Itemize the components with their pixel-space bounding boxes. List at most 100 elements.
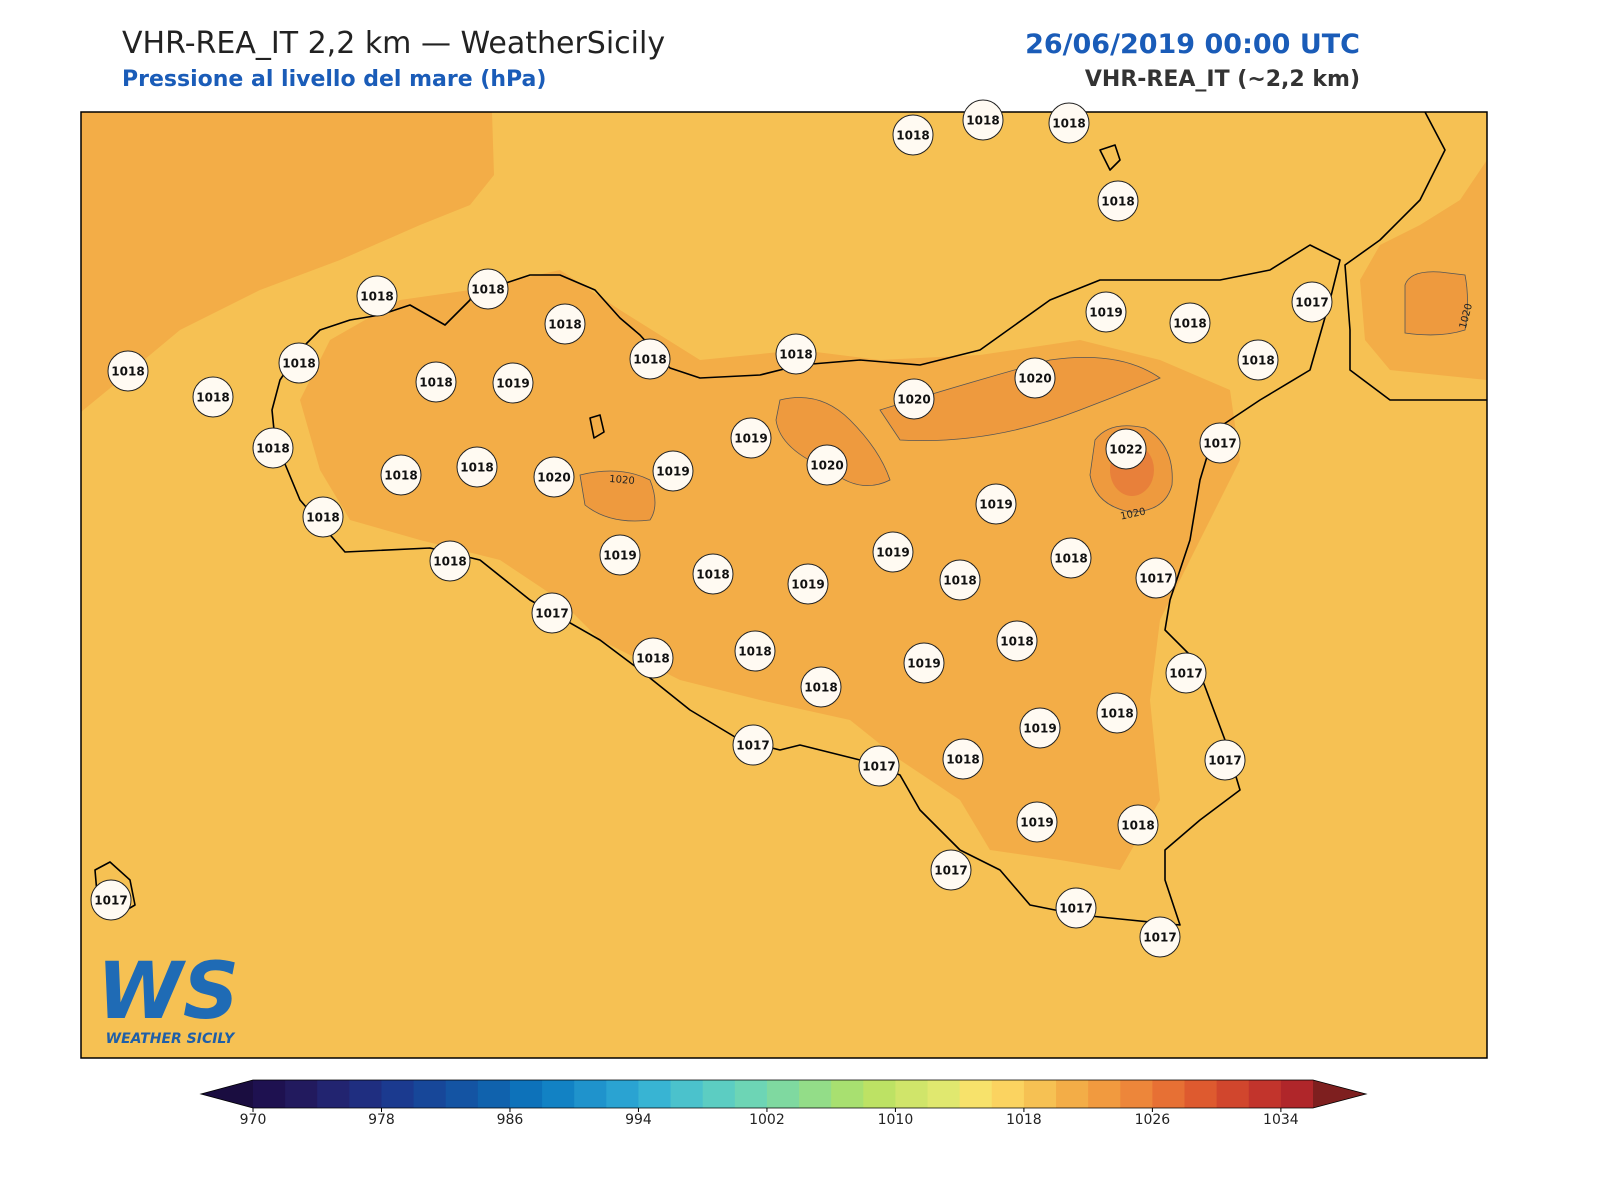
colorbar-segment [445,1080,479,1108]
station-value: 1019 [979,498,1012,512]
station-marker [278,342,320,384]
station-value: 1018 [696,568,729,582]
colorbar-tick-label: 970 [240,1112,267,1128]
station-marker [903,642,945,684]
colorbar-extend [1313,1080,1366,1108]
stations: 1018 1018 1018 1018 1018 1018 1018 1018 1018 1019… [90,99,1333,958]
station-marker [858,745,900,787]
station-value: 1017 [1208,754,1241,768]
station-marker [872,531,914,573]
station-value: 1018 [946,753,979,767]
station-marker [800,666,842,708]
station-value: 1019 [496,377,529,391]
station-marker [356,275,398,317]
map-frame [80,111,1488,1059]
colorbar-segment [927,1080,961,1108]
colorbar-segment [285,1080,318,1108]
station-marker [1105,428,1147,470]
station-value: 1018 [1054,552,1087,566]
station-marker [632,637,674,679]
model: VHR-REA_IT (~2,2 km) [1085,67,1360,92]
station-value: 1018 [1000,635,1033,649]
field-band [879,356,1161,442]
station-value: 1017 [535,607,568,621]
station-marker [787,563,829,605]
station-value: 1017 [1203,437,1236,451]
station-value: 1018 [1173,317,1206,331]
colorbar-segment [991,1080,1025,1108]
colorbar-tick-label: 1002 [749,1112,785,1128]
station-value: 1018 [633,353,666,367]
colorbar-segment [413,1080,447,1108]
station-marker [456,446,498,488]
station-marker [730,417,772,459]
station-marker [467,268,509,310]
colorbar-segment [1023,1080,1057,1108]
station-marker [1117,804,1159,846]
colorbar-segment [1152,1080,1186,1108]
island [1099,144,1121,171]
station-value: 1018 [282,357,315,371]
station-value: 1018 [779,348,812,362]
station-value: 1018 [738,645,771,659]
station-value: 1018 [384,469,417,483]
station-value: 1019 [791,578,824,592]
station-marker [90,879,132,921]
station-marker [192,376,234,418]
station-marker [1135,557,1177,599]
station-marker [892,114,934,156]
station-value: 1017 [1169,667,1202,681]
station-marker [1019,707,1061,749]
station-marker [930,849,972,891]
colorbar-segment [1280,1080,1314,1108]
station-marker [302,496,344,538]
station-value: 1018 [256,442,289,456]
station-value: 1018 [1052,117,1085,131]
station-value: 1018 [196,391,229,405]
station-marker [531,592,573,634]
station-value: 1017 [934,864,967,878]
colorbar-tick-label: 1026 [1135,1112,1171,1128]
field-band [81,112,494,412]
station-value: 1018 [111,365,144,379]
station-value: 1020 [1018,372,1051,386]
colorbar-segment [1248,1080,1282,1108]
station-marker [1165,652,1207,694]
station-marker [429,540,471,582]
station-marker [252,427,294,469]
station-value: 1018 [433,555,466,569]
colorbar-segment [831,1080,864,1108]
colorbar-segment [477,1080,511,1108]
station-marker [942,738,984,780]
station-marker [107,350,149,392]
colorbar-segment [1184,1080,1218,1108]
colorbar-segment [959,1080,993,1108]
colorbar-segment [895,1080,929,1108]
station-value: 1018 [636,652,669,666]
station-value: 1018 [966,114,999,128]
field-band [775,397,891,486]
station-marker [1204,739,1246,781]
colorbar-segment [606,1080,639,1108]
station-marker [734,630,776,672]
station-marker [380,454,422,496]
station-value: 1020 [537,471,570,485]
station-value: 1018 [360,290,393,304]
station-value: 1018 [419,376,452,390]
title: VHR-REA_IT 2,2 km — WeatherSicily [122,26,665,61]
date: 26/06/2019 00:00 UTC [1025,29,1360,60]
station-value: 1019 [734,432,767,446]
station-marker [1085,291,1127,333]
colorbar-tick-label: 978 [368,1112,395,1128]
station-value: 1017 [1059,902,1092,916]
station-value: 1020 [897,393,930,407]
station-marker [1237,339,1279,381]
station-marker [939,559,981,601]
colorbar-segment [509,1080,543,1108]
station-value: 1018 [804,681,837,695]
station-value: 1018 [1100,707,1133,721]
station-value: 1017 [862,760,895,774]
colorbar-segment [1056,1080,1089,1108]
station-marker [1139,916,1181,958]
station-value: 1019 [876,546,909,560]
